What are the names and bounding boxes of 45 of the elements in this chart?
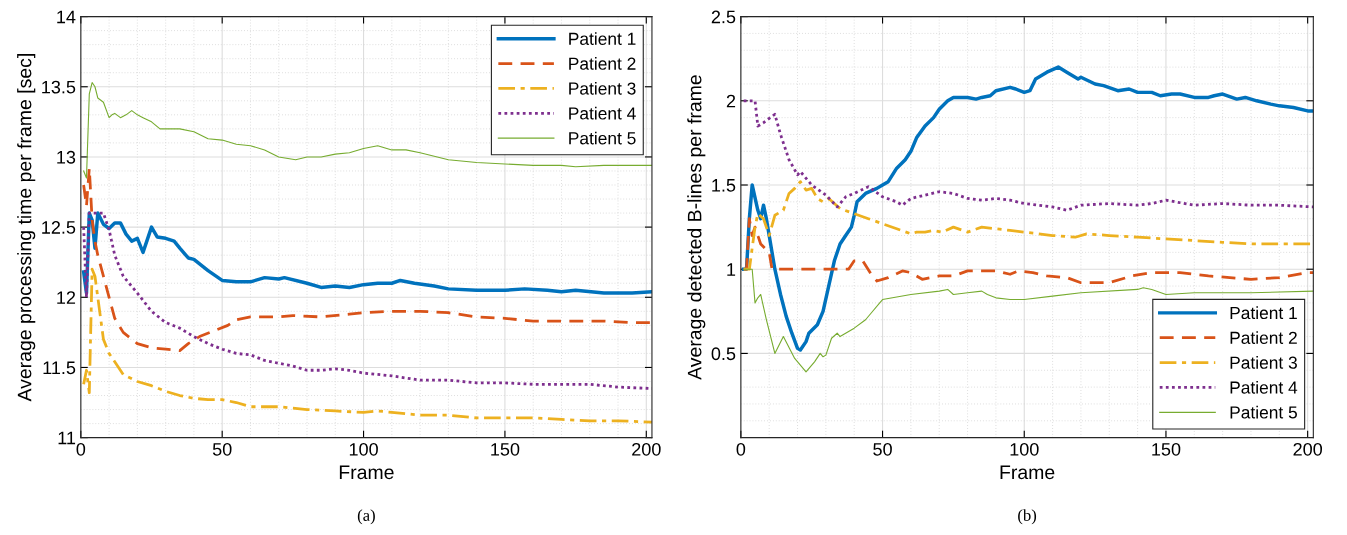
x-tick-label: 50 <box>873 442 892 456</box>
text: (a) <box>357 509 375 525</box>
y-tick-label: 1.5 <box>712 179 736 192</box>
x-axis-title: Frame <box>1000 465 1055 480</box>
y-tick-label: 14 <box>57 10 76 24</box>
y-tick-label: 11 <box>58 431 76 445</box>
line-series <box>742 99 1314 212</box>
legend-label: Patient 4 <box>1230 380 1298 394</box>
line-series <box>82 267 652 424</box>
y-axis-title: Average processing time per frame [sec] <box>17 54 36 402</box>
line-series <box>83 81 652 179</box>
line-series <box>741 65 1314 352</box>
y-tick-label: 12.5 <box>42 221 76 234</box>
y-tick-label: 12 <box>57 291 76 304</box>
legend-label: Patient 1 <box>569 32 636 45</box>
x-tick-label: 200 <box>632 442 661 456</box>
legend-label: Patient 3 <box>1230 356 1297 369</box>
x-axis-title: Frame <box>339 465 394 480</box>
legend-label: Patient 2 <box>1230 331 1297 344</box>
legend-label: Patient 5 <box>569 131 636 145</box>
y-tick-label: 13 <box>57 150 76 164</box>
legend-label: Patient 1 <box>1230 306 1297 320</box>
x-tick-label: 200 <box>1293 442 1323 456</box>
legend-label: Patient 4 <box>569 106 636 120</box>
y-tick-label: 13.5 <box>42 80 76 94</box>
y-tick-label: 2 <box>726 94 736 108</box>
x-tick-label: 50 <box>212 442 232 456</box>
line-series <box>742 217 1314 285</box>
x-tick-label: 150 <box>1152 442 1181 456</box>
x-tick-label: 0 <box>76 442 86 456</box>
line-series <box>82 166 652 352</box>
legend-label: Patient 2 <box>569 57 636 70</box>
x-tick-label: 100 <box>349 442 378 456</box>
x-tick-label: 0 <box>736 442 746 456</box>
legend-label: Patient 3 <box>569 81 636 95</box>
legend-label: Patient 5 <box>1230 405 1297 419</box>
y-tick-label: 11.5 <box>43 361 76 375</box>
y-tick-label: 2.5 <box>711 10 736 24</box>
text: (b) <box>1018 509 1037 525</box>
y-tick-label: 0.5 <box>711 347 736 361</box>
x-tick-label: 150 <box>491 442 520 456</box>
line-series <box>743 268 1314 373</box>
y-axis-title: Average detected B-lines per frame <box>687 75 706 380</box>
y-tick-label: 1 <box>727 263 736 276</box>
x-tick-label: 100 <box>1010 442 1039 456</box>
